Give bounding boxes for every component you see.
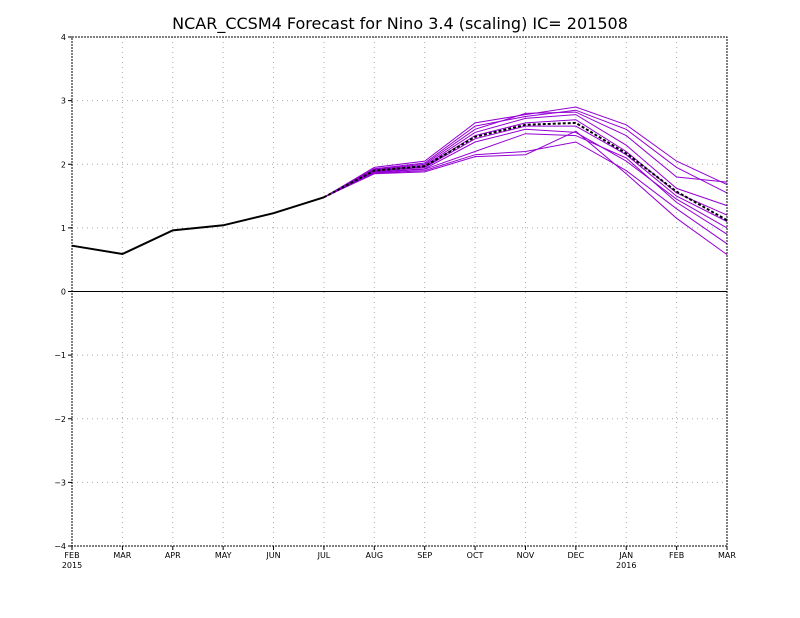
ensemble-member-line-6 [323, 128, 728, 229]
ensemble-member-line-4 [323, 119, 728, 216]
ensemble-member-line-1 [323, 106, 728, 198]
x-tick-label: FEB [669, 551, 684, 560]
x-tick-label: DEC [567, 551, 584, 560]
ensemble-member-line-5 [323, 125, 728, 222]
x-tick-label: SEP [417, 551, 432, 560]
x-tick-label: JUN [265, 551, 280, 560]
x-year-label: 2015 [62, 561, 82, 570]
ensemble-mean-line [323, 121, 728, 222]
y-tick-label: 4 [61, 33, 66, 42]
y-axis: −4 −3 −2 −1 0 1 2 3 4 [54, 33, 72, 551]
x-tick-label: APR [165, 551, 181, 560]
ensemble-member-line-2 [323, 111, 728, 198]
x-tick-label: FEB [64, 551, 79, 560]
x-tick-label: JAN [618, 551, 633, 560]
ensemble-member-line-10 [323, 109, 728, 198]
x-tick-label: MAR [718, 551, 736, 560]
grid [72, 37, 727, 546]
x-tick-label: MAR [113, 551, 131, 560]
ensemble-member-line-7 [323, 133, 728, 235]
chart-title: NCAR_CCSM4 Forecast for Nino 3.4 (scalin… [172, 14, 628, 34]
y-tick-label: 0 [61, 288, 66, 297]
observed-line [71, 196, 325, 256]
ensemble-member-line-3 [323, 114, 728, 207]
y-tick-label: 3 [61, 97, 66, 106]
y-tick-label: −2 [54, 415, 66, 424]
x-axis: FEB MAR APR MAY JUN JUL AUG SEP OCT NOV DEC JAN FEB M… [62, 546, 736, 570]
x-tick-label: MAY [215, 551, 232, 560]
x-year-label: 2016 [616, 561, 636, 570]
ensemble-members [323, 106, 728, 256]
y-tick-label: 1 [61, 224, 66, 233]
ensemble-member-line-9 [323, 130, 728, 256]
y-tick-label: −3 [54, 478, 66, 487]
observed-layer [71, 196, 325, 256]
y-tick-label: −1 [54, 351, 66, 360]
x-tick-label: AUG [366, 551, 384, 560]
ensemble-member-line-8 [323, 141, 728, 245]
x-tick-label: OCT [467, 551, 484, 560]
y-tick-label: 2 [61, 160, 66, 169]
x-tick-label: JUL [317, 551, 331, 560]
ensemble-mean-layer [323, 121, 728, 222]
y-tick-label: −4 [54, 542, 66, 551]
x-tick-label: NOV [517, 551, 535, 560]
